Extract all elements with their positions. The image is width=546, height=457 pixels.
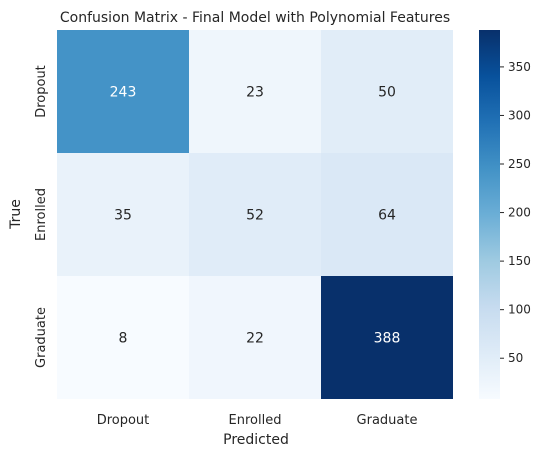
colorbar-tick-label: 50 (508, 351, 523, 365)
heatmap-cell (321, 153, 453, 276)
cell-value-label: 22 (246, 331, 264, 347)
cell-value-label: 50 (378, 85, 396, 101)
colorbar-tick-label: 250 (508, 157, 531, 171)
x-tick-label: Graduate (357, 413, 418, 428)
y-axis-label: True (8, 199, 24, 230)
colorbar-tick-label: 350 (508, 60, 531, 74)
cell-value-label: 8 (119, 331, 128, 347)
colorbar-tick-label: 100 (508, 303, 531, 317)
chart-title: Confusion Matrix - Final Model with Poly… (60, 10, 450, 26)
colorbar (479, 30, 500, 399)
cell-value-label: 23 (246, 85, 264, 101)
cell-value-label: 243 (110, 85, 137, 101)
cell-value-label: 52 (246, 208, 264, 224)
heatmap-cell (189, 30, 321, 153)
y-tick-label: Dropout (34, 65, 49, 118)
x-axis-label: Predicted (223, 432, 289, 448)
heatmap-cells (57, 30, 453, 399)
cell-value-label: 64 (378, 208, 396, 224)
x-tick-label: Enrolled (229, 413, 282, 428)
y-tick-label: Enrolled (34, 188, 49, 241)
y-tick-labels: Dropout Enrolled Graduate (34, 65, 49, 368)
heatmap-cell-labels: 243 23 50 35 52 64 8 22 388 (110, 85, 401, 347)
y-tick-label: Graduate (34, 307, 49, 368)
heatmap-cell (189, 153, 321, 276)
heatmap-cell (57, 153, 189, 276)
heatmap-cell (57, 30, 189, 153)
heatmap-cell (321, 30, 453, 153)
colorbar-tick-label: 200 (508, 206, 531, 220)
x-tick-labels: Dropout Enrolled Graduate (97, 413, 418, 428)
colorbar-ticks: 50 100 150 200 250 300 350 (500, 60, 531, 365)
cell-value-label: 35 (114, 208, 132, 224)
heatmap-cell (189, 276, 321, 399)
colorbar-tick-label: 150 (508, 254, 531, 268)
heatmap-cell (57, 276, 189, 399)
cell-value-label: 388 (374, 331, 401, 347)
colorbar-tick-label: 300 (508, 108, 531, 122)
x-tick-label: Dropout (97, 413, 150, 428)
heatmap-cell (321, 276, 453, 399)
